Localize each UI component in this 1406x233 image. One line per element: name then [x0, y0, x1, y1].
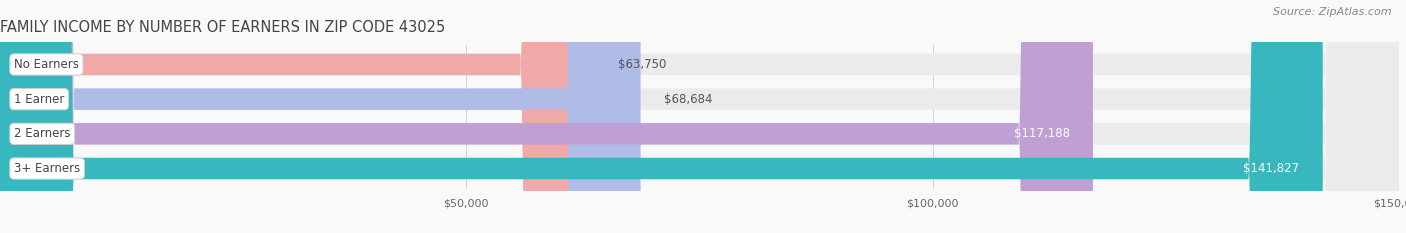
FancyBboxPatch shape — [0, 0, 1323, 233]
Text: FAMILY INCOME BY NUMBER OF EARNERS IN ZIP CODE 43025: FAMILY INCOME BY NUMBER OF EARNERS IN ZI… — [0, 20, 446, 35]
Text: Source: ZipAtlas.com: Source: ZipAtlas.com — [1274, 7, 1392, 17]
Text: $117,188: $117,188 — [1014, 127, 1070, 140]
Text: 3+ Earners: 3+ Earners — [14, 162, 80, 175]
Text: $68,684: $68,684 — [664, 93, 713, 106]
Text: 1 Earner: 1 Earner — [14, 93, 65, 106]
Text: $141,827: $141,827 — [1243, 162, 1299, 175]
FancyBboxPatch shape — [0, 0, 595, 233]
FancyBboxPatch shape — [0, 0, 1092, 233]
Text: 2 Earners: 2 Earners — [14, 127, 70, 140]
Text: No Earners: No Earners — [14, 58, 79, 71]
Text: $63,750: $63,750 — [617, 58, 666, 71]
FancyBboxPatch shape — [0, 0, 641, 233]
